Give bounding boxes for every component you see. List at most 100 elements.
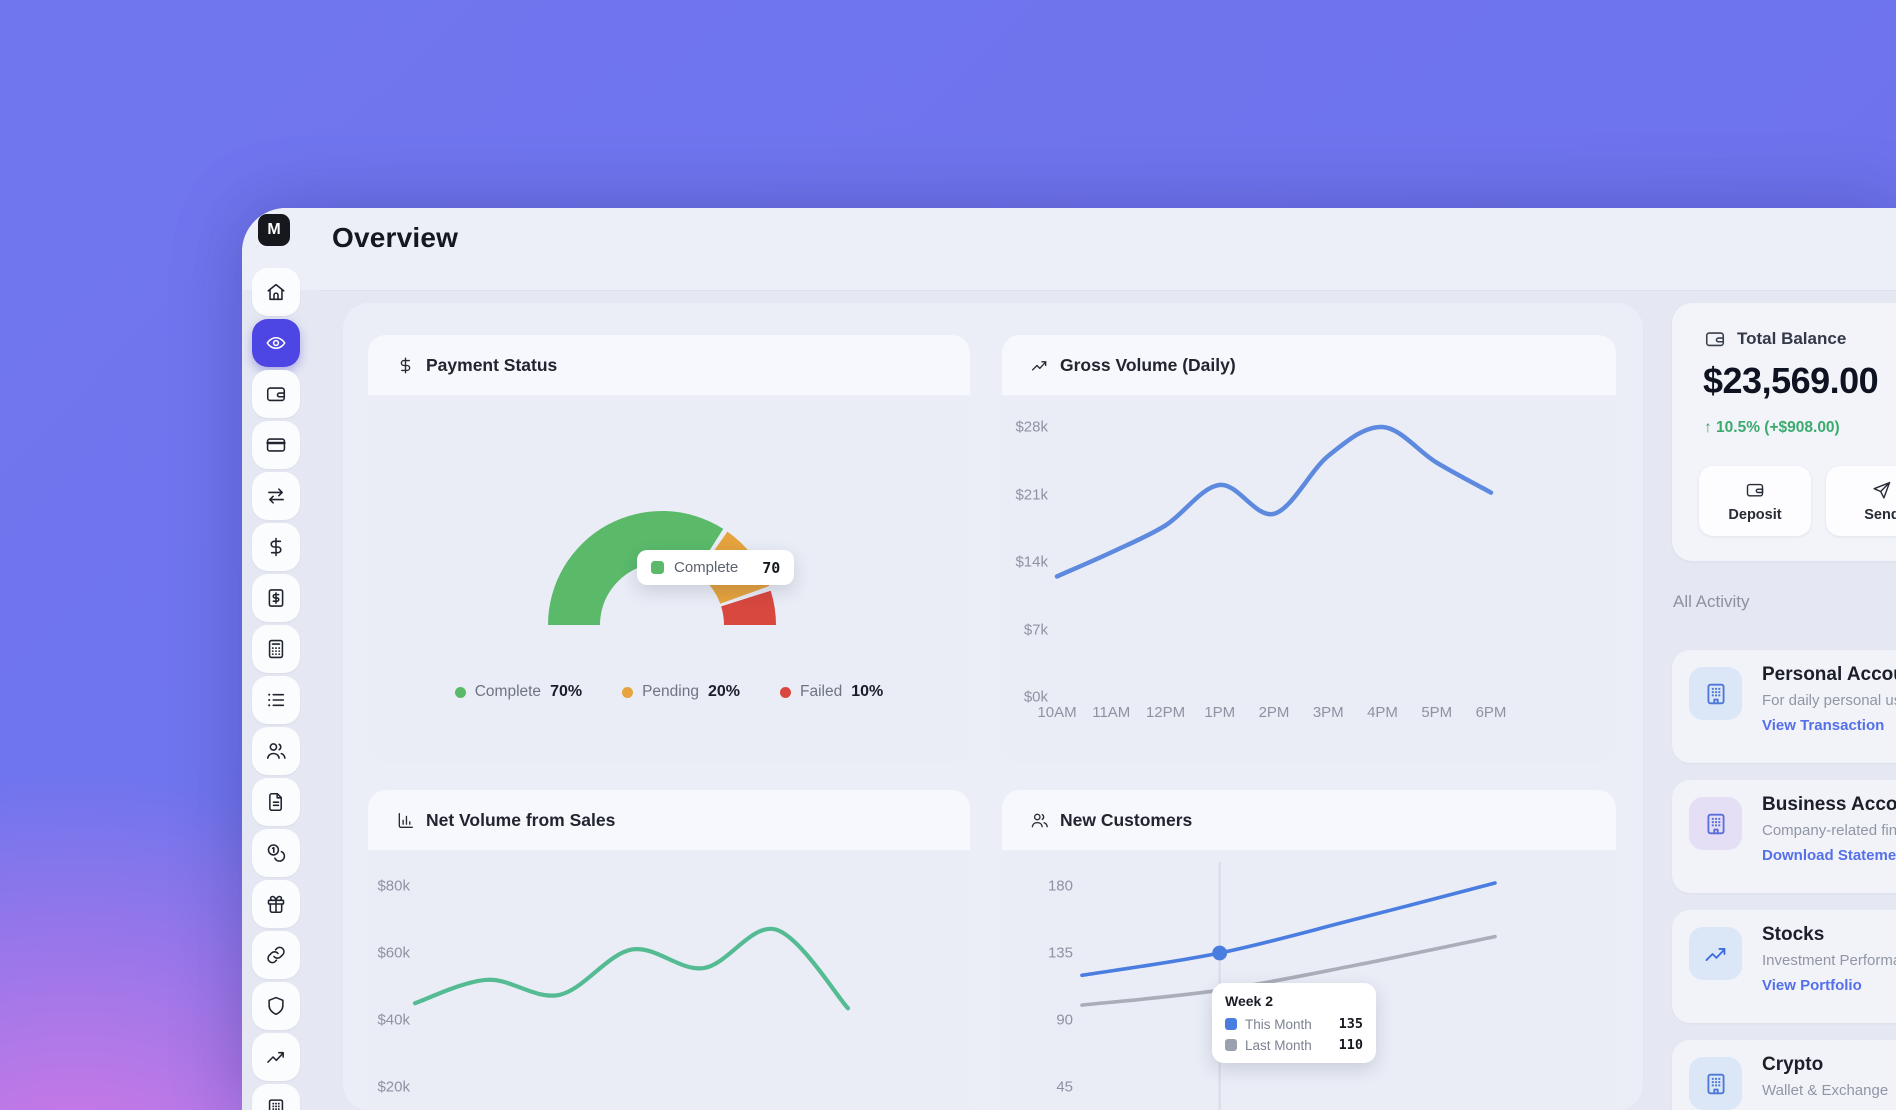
- y-tick-label: $80k: [377, 877, 410, 895]
- y-tick-label: $60k: [377, 944, 410, 962]
- legend-label: Complete: [474, 683, 542, 700]
- wallet-icon: [1704, 328, 1726, 350]
- total-balance-header: Total Balance: [1704, 328, 1846, 350]
- activity-icon-tile: [1689, 667, 1742, 720]
- gift-icon: [265, 893, 287, 915]
- new-customers-card-header: New Customers: [1002, 790, 1616, 851]
- send-button[interactable]: Send: [1826, 466, 1896, 536]
- activity-subtitle: Wallet & Exchange: [1762, 1082, 1889, 1099]
- legend-value: 10%: [851, 683, 884, 700]
- app-logo-letter: M: [267, 221, 281, 238]
- legend-value: 20%: [707, 683, 741, 700]
- eye-icon: [265, 332, 287, 354]
- x-tick-label: 11AM: [1092, 704, 1131, 721]
- activity-item-business-account: Business Account Company-related finances…: [1672, 780, 1896, 893]
- total-balance-change: ↑ 10.5% (+$908.00): [1704, 419, 1840, 436]
- tooltip-row: This Month 135: [1225, 1016, 1363, 1032]
- legend-label: Pending: [642, 683, 699, 700]
- legend-dot: [454, 686, 466, 698]
- sidebar-item-links[interactable]: [252, 931, 300, 979]
- activity-icon-tile: [1689, 1057, 1742, 1110]
- sidebar-item-calculator[interactable]: [252, 625, 300, 673]
- sidebar-item-trends[interactable]: [252, 1033, 300, 1081]
- sidebar-item-list[interactable]: [252, 676, 300, 724]
- building-icon: [1703, 1071, 1729, 1097]
- header-divider: [318, 290, 1896, 291]
- legend-item-failed: Failed 10%: [780, 683, 883, 701]
- y-tick-label: 90: [1056, 1011, 1073, 1029]
- total-balance-amount: $23,569.00: [1703, 360, 1879, 401]
- x-tick-label: 5PM: [1421, 704, 1453, 721]
- legend-value: 70%: [550, 683, 583, 700]
- sidebar-item-bank[interactable]: [252, 1084, 300, 1110]
- coins-icon: [265, 842, 287, 864]
- dollar-icon: [396, 356, 415, 375]
- sidebar-item-transfers[interactable]: [252, 472, 300, 520]
- y-tick-label: $21k: [1015, 486, 1048, 503]
- payment-status-card-header: Payment Status: [368, 335, 970, 396]
- activity-icon-tile: [1689, 927, 1742, 980]
- tooltip-swatch: [651, 561, 664, 574]
- activity-link[interactable]: View Transaction: [1762, 717, 1885, 734]
- app-logo[interactable]: M: [258, 214, 290, 246]
- wallet-icon: [265, 383, 287, 405]
- sidebar-item-rewards[interactable]: [252, 880, 300, 928]
- sidebar-item-home[interactable]: [252, 268, 300, 316]
- sidebar-item-documents[interactable]: [252, 778, 300, 826]
- gross-volume-card: Gross Volume (Daily): [1002, 335, 1616, 763]
- tooltip-title: Week 2: [1225, 993, 1273, 1009]
- transfer-arrows-icon: [265, 485, 287, 507]
- header-bar: [242, 208, 1896, 290]
- sidebar-item-customers[interactable]: [252, 727, 300, 775]
- activity-icon-tile: [1689, 797, 1742, 850]
- legend-label: Failed: [800, 683, 843, 700]
- payment-status-title: Payment Status: [426, 354, 558, 375]
- sidebar-item-cards[interactable]: [252, 421, 300, 469]
- y-tick-label: $40k: [377, 1011, 410, 1029]
- activity-item-personal-account: Personal Account For daily personal use Vi…: [1672, 650, 1896, 763]
- y-tick-label: 180: [1047, 877, 1073, 895]
- page-title: Overview: [332, 222, 459, 253]
- deposit-button[interactable]: Deposit: [1699, 466, 1811, 536]
- balance-actions: Deposit Send: [1699, 466, 1896, 536]
- activity-title: Crypto: [1762, 1054, 1824, 1075]
- tooltip-value: 70: [762, 558, 781, 577]
- sidebar-item-overview[interactable]: [252, 319, 300, 367]
- activity-subtitle: Investment Performance: [1762, 952, 1896, 969]
- y-tick-label: $7k: [1023, 621, 1048, 638]
- activity-title: Stocks: [1762, 924, 1825, 945]
- sidebar-item-security[interactable]: [252, 982, 300, 1030]
- sidebar-item-payments[interactable]: [252, 523, 300, 571]
- x-tick-label: 4PM: [1367, 704, 1398, 721]
- sidebar-item-coins[interactable]: [252, 829, 300, 877]
- x-tick-label: 12PM: [1145, 704, 1186, 721]
- net-volume-card: Net Volume from Sales: [368, 790, 970, 1110]
- new-customers-tooltip: Week 2 This Month 135 Last Month 110: [1212, 983, 1376, 1063]
- deposit-button-label: Deposit: [1728, 506, 1782, 523]
- payment-status-tooltip: Complete 70: [637, 550, 795, 585]
- sidebar-item-wallet[interactable]: [252, 370, 300, 418]
- activity-item-crypto: Crypto Wallet & Exchange: [1672, 1040, 1896, 1110]
- tooltip-rows: This Month 135 Last Month 110: [1225, 1016, 1363, 1053]
- trending-up-icon: [1030, 356, 1049, 375]
- net-volume-title: Net Volume from Sales: [426, 809, 616, 830]
- shield-icon: [265, 995, 287, 1017]
- x-tick-label: 10AM: [1037, 704, 1077, 721]
- x-tick-label: 6PM: [1475, 704, 1507, 721]
- total-balance-label: Total Balance: [1737, 329, 1847, 348]
- sidebar-item-invoices[interactable]: [252, 574, 300, 622]
- calculator-icon: [265, 638, 287, 660]
- activity-link[interactable]: View Portfolio: [1762, 977, 1862, 994]
- building-icon: [1703, 811, 1729, 837]
- trending-up-icon: [1703, 941, 1729, 967]
- payment-status-legend: Complete 70% Pending 20% Failed 10%: [368, 683, 970, 701]
- document-icon: [265, 791, 287, 813]
- home-icon: [265, 281, 287, 303]
- legend-item-complete: Complete 70%: [454, 683, 583, 701]
- building-icon: [1703, 681, 1729, 707]
- y-tick-label: $28k: [1015, 418, 1048, 436]
- activity-subtitle: For daily personal use: [1762, 692, 1896, 709]
- users-icon: [265, 740, 287, 762]
- activity-link[interactable]: Download Statement: [1762, 847, 1896, 864]
